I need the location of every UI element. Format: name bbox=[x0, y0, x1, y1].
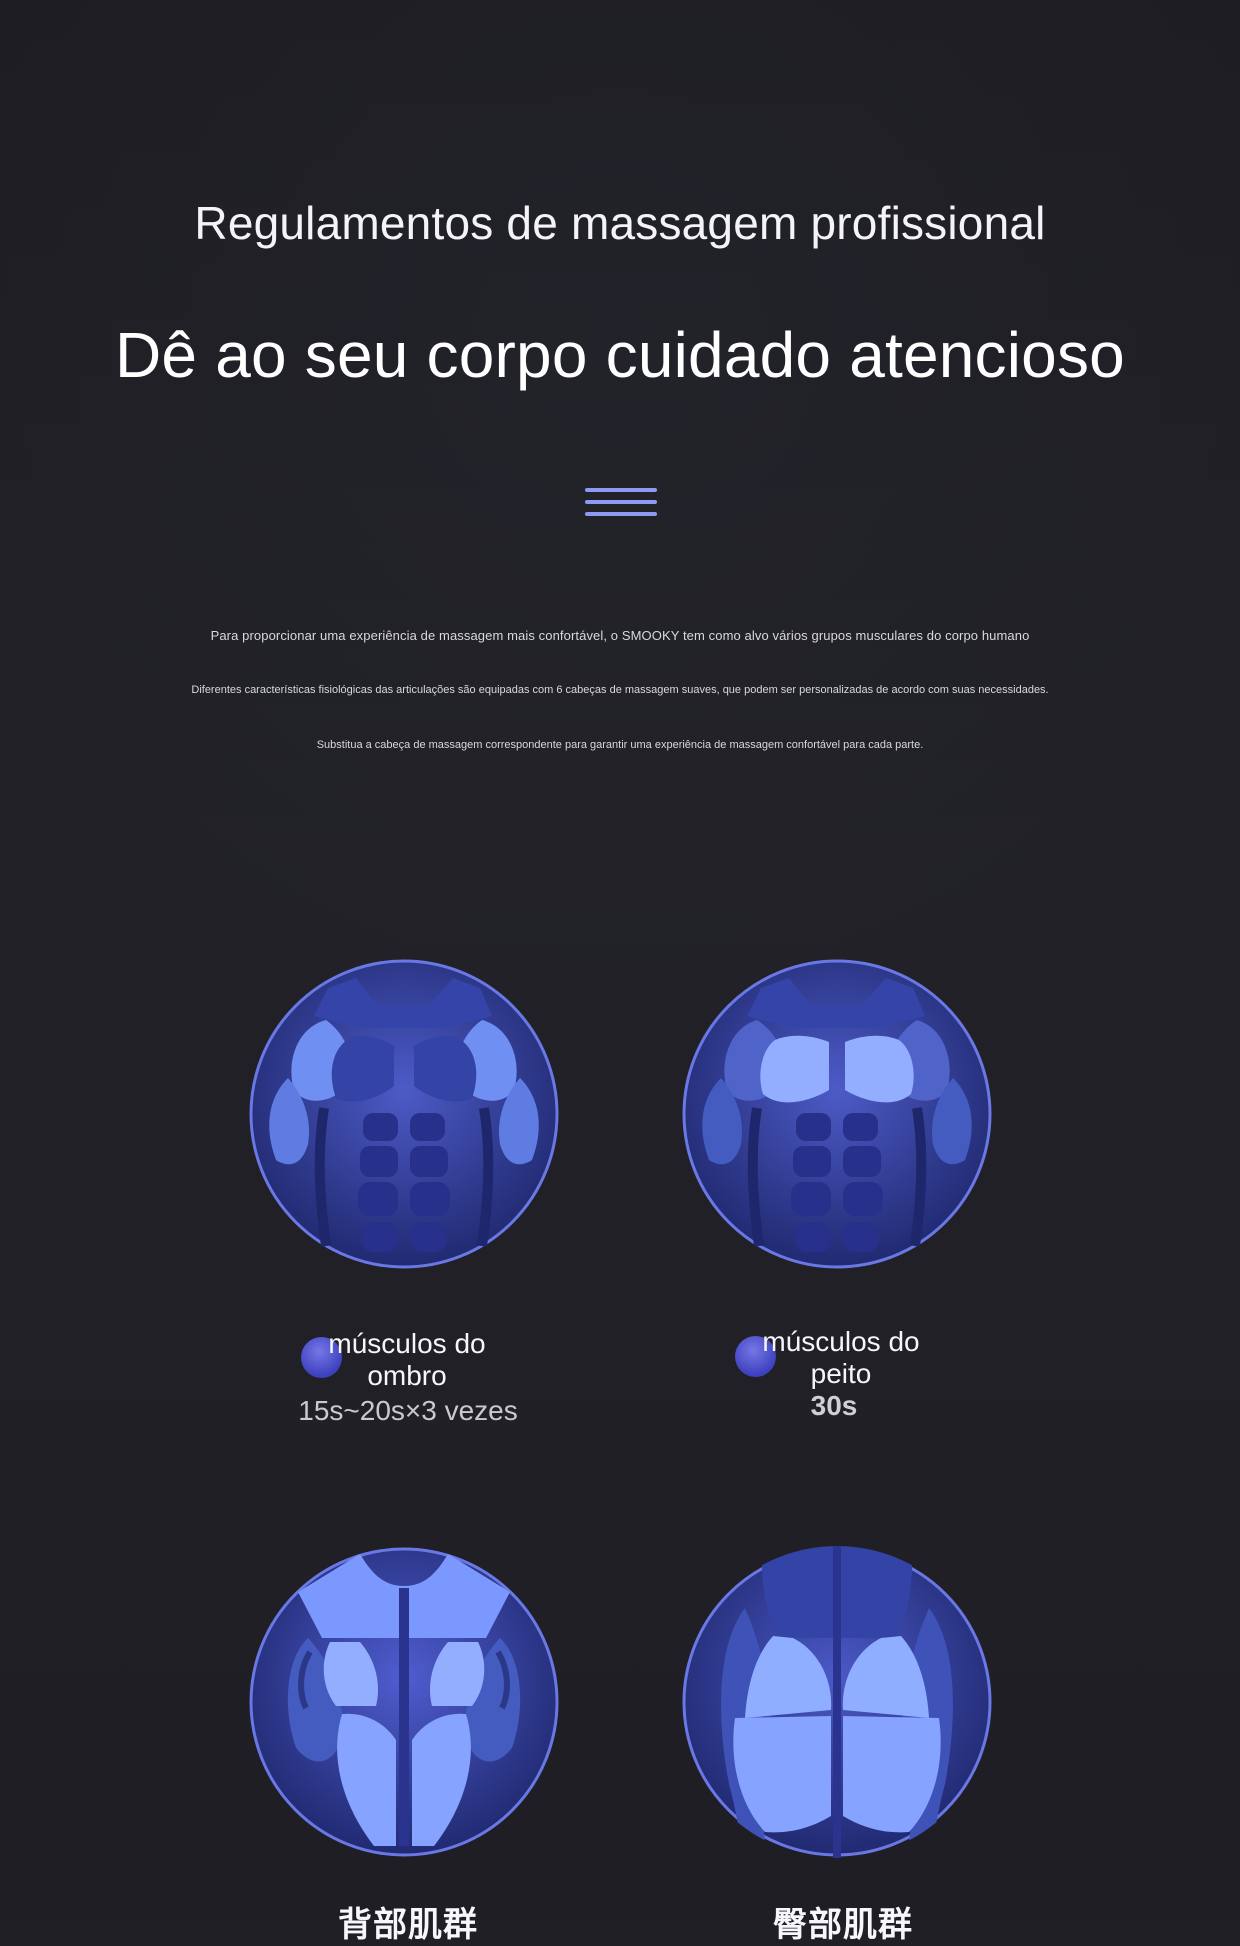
line-icon bbox=[585, 512, 657, 516]
page-subtitle: Dê ao seu corpo cuidado atencioso bbox=[115, 319, 1125, 391]
glute-label: 臀部肌群 bbox=[773, 1906, 913, 1944]
description-line-3: Substitua a cabeça de massagem correspon… bbox=[316, 739, 924, 751]
chest-muscles-illustration bbox=[682, 959, 992, 1269]
back-muscles-card bbox=[248, 1546, 560, 1858]
description-line-1: Para proporcionar uma experiência de mas… bbox=[210, 628, 1030, 643]
shoulder-time: 15s~20s×3 vezes bbox=[298, 1395, 518, 1426]
shoulder-muscles-card bbox=[248, 958, 560, 1270]
line-icon bbox=[585, 488, 657, 492]
page-title: Regulamentos de massagem profissional bbox=[194, 197, 1046, 249]
chest-label: músculos do peito bbox=[762, 1326, 920, 1389]
line-icon bbox=[585, 500, 657, 504]
back-label: 背部肌群 bbox=[338, 1906, 478, 1944]
chest-time: 30s bbox=[810, 1390, 858, 1421]
three-lines-icon bbox=[585, 488, 657, 524]
glute-muscles-illustration bbox=[682, 1546, 992, 1858]
back-muscles-illustration bbox=[249, 1547, 559, 1857]
shoulder-dot-icon bbox=[301, 1337, 342, 1378]
description-line-2: Diferentes características fisiológicas … bbox=[191, 684, 1049, 696]
shoulder-label: músculos do ombro bbox=[328, 1328, 486, 1391]
chest-dot-icon bbox=[735, 1336, 776, 1377]
glute-muscles-card bbox=[681, 1546, 993, 1858]
shoulder-muscles-illustration bbox=[249, 959, 559, 1269]
chest-muscles-card bbox=[681, 958, 993, 1270]
